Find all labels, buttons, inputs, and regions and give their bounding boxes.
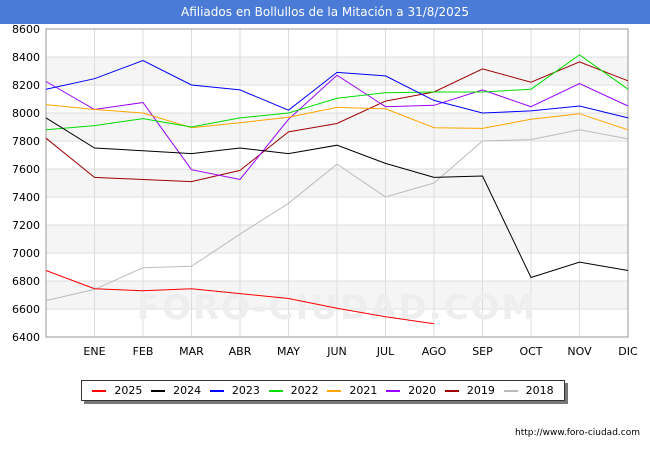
legend-swatch <box>209 389 224 392</box>
x-tick-label: MAY <box>277 345 300 358</box>
x-tick-label: MAR <box>179 345 204 358</box>
legend-item-2019: 2019 <box>444 384 495 397</box>
legend-swatch <box>151 389 166 392</box>
legend-label: 2018 <box>525 384 554 397</box>
y-tick-label: 6600 <box>12 303 40 316</box>
legend-label: 2020 <box>408 384 437 397</box>
legend-item-2021: 2021 <box>327 384 377 397</box>
line-chart: 6400 6600 6800 7000 7200 7400 7600 7800 8000 8200… <box>12 24 638 358</box>
legend-label: 2019 <box>466 384 495 397</box>
series-line-2020 <box>45 74 629 181</box>
chart-legend: 2025 2024 2023 2022 2021 2020 2019 2018 <box>81 380 565 401</box>
x-tick-label: ENE <box>83 345 105 358</box>
legend-swatch <box>386 389 401 392</box>
y-tick-label: 7800 <box>12 135 40 148</box>
y-tick-label: 8400 <box>12 51 40 64</box>
legend-label: 2025 <box>114 384 143 397</box>
x-tick-label: OCT <box>519 345 542 358</box>
series-line-2024 <box>45 117 629 279</box>
plot-border <box>45 28 629 338</box>
legend-swatch <box>92 389 107 392</box>
legend-label: 2024 <box>173 384 202 397</box>
legend-swatch <box>503 389 518 392</box>
series-line-2022 <box>45 54 629 131</box>
y-tick-label: 8600 <box>12 24 40 36</box>
legend-item-2024: 2024 <box>151 384 201 397</box>
series-line-2021 <box>45 104 629 131</box>
y-tick-label: 7200 <box>12 219 40 232</box>
y-tick-label: 8200 <box>12 79 40 92</box>
x-tick-label: JUL <box>376 345 395 358</box>
series-line-2023 <box>45 59 629 119</box>
y-tick-label: 7400 <box>12 191 40 204</box>
title-bar: Afiliados en Bollullos de la Mitación a … <box>0 0 650 24</box>
x-tick-label: JUN <box>326 345 347 358</box>
legend-item-2025: 2025 <box>92 384 142 397</box>
legend-label: 2023 <box>231 384 260 397</box>
series-line-2018 <box>45 129 629 302</box>
legend-item-2022: 2022 <box>268 384 319 397</box>
legend-item-2023: 2023 <box>209 384 260 397</box>
x-tick-label: SEP <box>472 345 493 358</box>
x-tick-label: DIC <box>618 345 638 358</box>
x-tick-label: ABR <box>229 345 252 358</box>
y-tick-label: 6400 <box>12 331 40 344</box>
y-tick-label: 7600 <box>12 163 40 176</box>
series-line-2025 <box>45 270 435 325</box>
legend-swatch <box>268 389 283 392</box>
y-tick-label: 8000 <box>12 107 40 120</box>
y-tick-label: 7000 <box>12 247 40 260</box>
legend-label: 2021 <box>349 384 378 397</box>
chart-title: Afiliados en Bollullos de la Mitación a … <box>181 5 469 19</box>
source-url: http://www.foro-ciudad.com <box>515 428 640 438</box>
legend-item-2020: 2020 <box>386 384 436 397</box>
x-tick-label: AGO <box>422 345 447 358</box>
series-line-2019 <box>45 61 629 183</box>
legend-label: 2022 <box>290 384 319 397</box>
legend-swatch <box>444 389 459 392</box>
y-tick-label: 6800 <box>12 275 40 288</box>
x-tick-label: NOV <box>567 345 592 358</box>
legend-swatch <box>327 389 342 392</box>
x-tick-label: FEB <box>133 345 154 358</box>
legend-item-2018: 2018 <box>503 384 554 397</box>
